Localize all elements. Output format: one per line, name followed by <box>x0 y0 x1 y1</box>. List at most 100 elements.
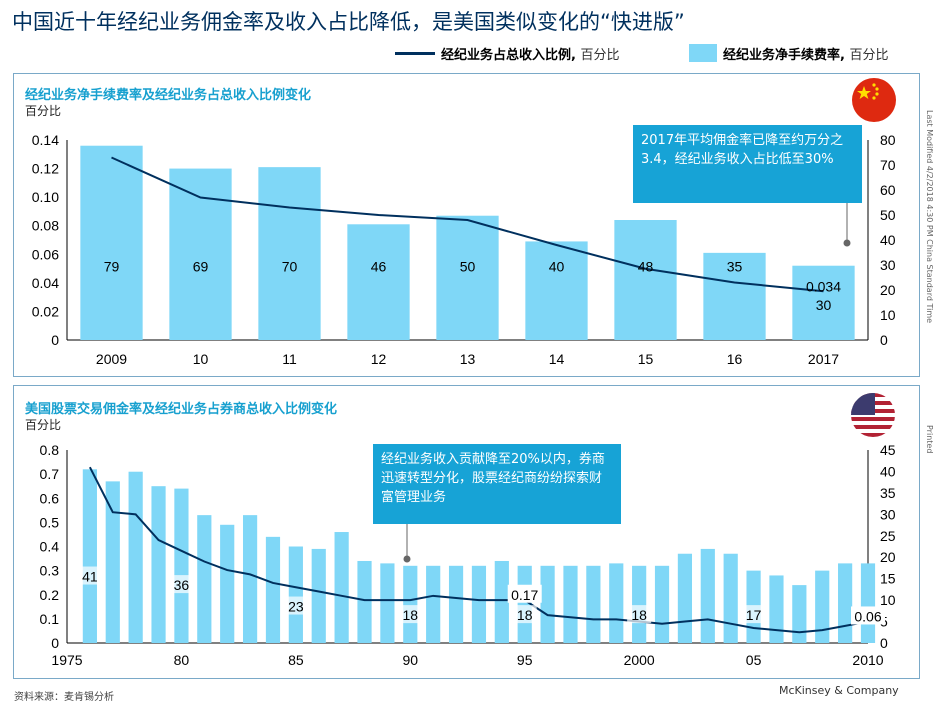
legend-bar-swatch <box>689 44 717 62</box>
us-bar <box>288 546 303 643</box>
china-chart-title: 经纪业务净手续费率及经纪业务占总收入比例变化 <box>25 88 312 103</box>
china-data-label: 46 <box>371 258 387 274</box>
us-bar <box>471 565 487 643</box>
us-callout: 经纪业务收入贡献降至20%以内，券商迅速转型分化，股票经纪商纷纷探索财富管理业务 <box>373 444 621 524</box>
china-left-tick: 0.08 <box>32 218 59 234</box>
us-left-tick: 0.5 <box>40 514 60 530</box>
us-x-tick: 85 <box>288 652 304 668</box>
us-x-tick: 2010 <box>852 652 883 668</box>
china-data-label: 79 <box>104 258 120 274</box>
us-data-label-bg <box>741 605 766 624</box>
us-right-tick: 30 <box>880 506 896 522</box>
us-bar <box>334 532 349 643</box>
china-x-tick: 2009 <box>96 351 127 367</box>
us-x-tick: 1975 <box>51 652 82 668</box>
printed-note: Printed <box>925 425 934 454</box>
china-bar <box>792 265 855 340</box>
us-left-tick: 0.2 <box>40 587 60 603</box>
us-value-label: 0.17 <box>511 587 538 603</box>
us-value-label-bg <box>507 584 542 603</box>
china-right-tick: 70 <box>880 157 896 173</box>
us-data-label-bg <box>169 575 194 594</box>
us-data-label: 18 <box>402 607 418 623</box>
us-bar <box>654 565 670 643</box>
us-left-tick: 0.1 <box>40 611 60 627</box>
us-bar <box>632 565 647 643</box>
china-x-tick: 2017 <box>808 351 839 367</box>
legend-bar-unit: 百分比 <box>849 48 889 63</box>
us-callout-dot <box>403 555 411 563</box>
us-data-label: 36 <box>174 577 190 593</box>
brand-label: McKinsey & Company <box>779 684 899 697</box>
us-bar <box>174 488 189 643</box>
china-chart-panel <box>13 73 920 377</box>
china-bar <box>703 252 766 340</box>
us-left-tick: 0.4 <box>40 539 60 555</box>
us-x-tick: 80 <box>174 652 190 668</box>
china-right-tick: 80 <box>880 132 896 148</box>
legend-line-entry: 经纪业务占总收入比例, 百分比 <box>441 44 620 64</box>
us-right-tick: 20 <box>880 549 896 565</box>
us-left-tick: 0.6 <box>40 490 60 506</box>
us-chart-title: 美国股票交易佣金率及经纪业务占券商总收入比例变化 <box>25 402 338 417</box>
us-left-tick: 0 <box>51 635 59 651</box>
china-chart-unit: 百分比 <box>25 104 62 118</box>
legend-line-swatch <box>395 52 435 55</box>
us-right-tick: 10 <box>880 592 896 608</box>
china-line-series <box>111 156 824 293</box>
china-data-label: 40 <box>549 258 565 274</box>
us-bar <box>242 515 258 643</box>
us-bar <box>792 585 807 643</box>
us-data-label: 18 <box>517 607 533 623</box>
china-right-tick: 0 <box>880 332 888 348</box>
us-chart-unit: 百分比 <box>25 418 62 432</box>
china-right-tick: 40 <box>880 232 896 248</box>
china-data-label: 30 <box>816 297 832 313</box>
china-data-label: 48 <box>638 258 654 274</box>
us-bar <box>700 548 715 643</box>
china-data-label: 69 <box>193 258 209 274</box>
china-left-tick: 0.12 <box>32 161 59 177</box>
us-value-label: 0.06 <box>854 608 881 624</box>
china-left-tick: 0.14 <box>32 132 59 148</box>
us-bar <box>586 565 601 643</box>
legend-bar-label: 经纪业务净手续费率, <box>723 48 845 63</box>
china-bar <box>614 220 677 340</box>
us-bar <box>220 524 235 643</box>
china-callout: 2017年平均佣金率已降至约万分之3.4，经纪业务收入占比低至30% <box>633 125 862 203</box>
us-bar <box>311 548 326 643</box>
china-data-label: 35 <box>727 258 743 274</box>
us-left-tick: 0.7 <box>40 466 60 482</box>
china-right-tick: 30 <box>880 257 896 273</box>
us-bar <box>494 560 509 643</box>
china-x-tick: 13 <box>460 351 476 367</box>
us-chart-panel <box>13 385 920 679</box>
us-data-label: 17 <box>746 607 762 623</box>
us-flag-icon <box>851 393 895 437</box>
china-value-label: 0.034 <box>806 279 841 295</box>
china-bar <box>436 215 499 340</box>
us-bar <box>448 565 464 643</box>
us-right-tick: 15 <box>880 571 896 587</box>
china-data-label: 50 <box>460 258 476 274</box>
us-left-tick: 0.8 <box>40 442 60 458</box>
china-left-tick: 0 <box>51 332 59 348</box>
us-x-tick: 2000 <box>624 652 655 668</box>
us-bar <box>609 563 624 643</box>
us-data-label-bg <box>627 605 652 624</box>
us-bar <box>265 536 281 643</box>
us-right-tick: 35 <box>880 485 896 501</box>
legend-bar-entry: 经纪业务净手续费率, 百分比 <box>723 44 889 64</box>
china-right-tick: 60 <box>880 182 896 198</box>
us-bar <box>357 560 372 643</box>
china-bar <box>80 145 143 340</box>
us-data-label-bg <box>512 605 537 624</box>
us-bar <box>723 553 738 643</box>
china-bar <box>347 224 410 340</box>
us-bar <box>82 469 97 643</box>
us-bar <box>403 565 418 643</box>
us-right-tick: 40 <box>880 463 896 479</box>
us-bar <box>128 471 143 643</box>
us-bar <box>838 563 853 643</box>
